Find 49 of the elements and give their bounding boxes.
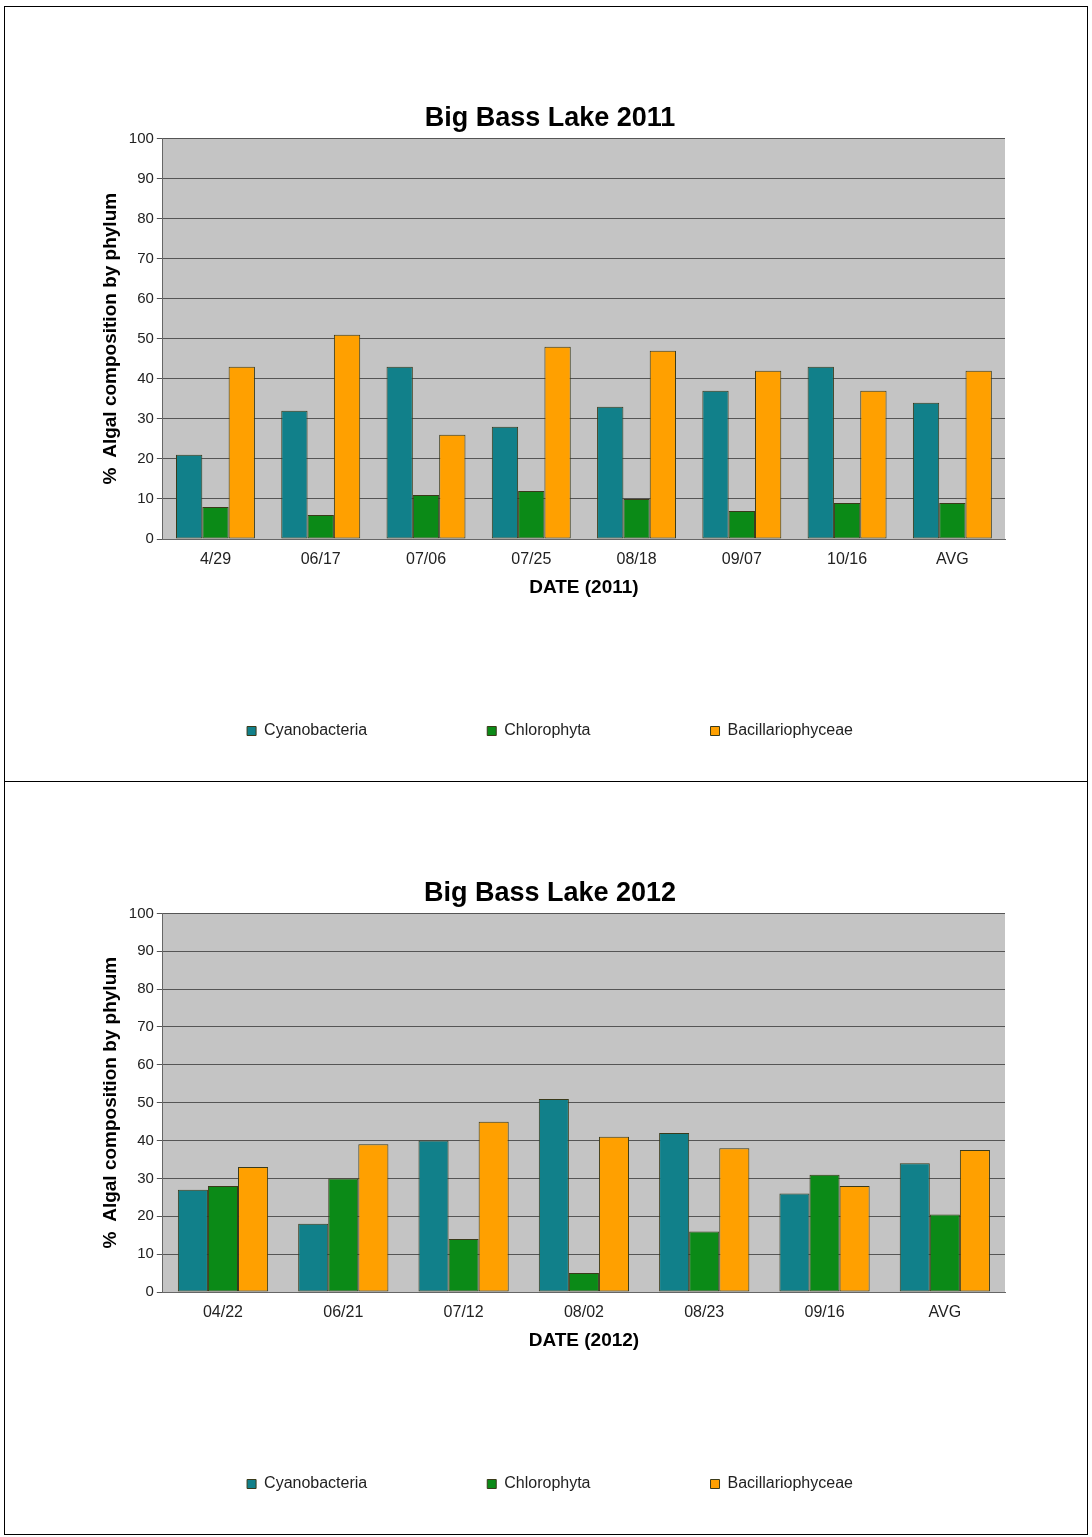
x-axis-title: DATE (2012) (528, 1328, 640, 1350)
y-tick-label: 80 (137, 979, 154, 997)
legend-label: Cyanobacteria (264, 1474, 368, 1492)
y-tick-label: 20 (137, 1206, 154, 1224)
y-axis-title: % Algal composition by phylum (98, 956, 120, 1249)
y-tick-label: 0 (145, 1282, 154, 1300)
legend-label: Cyanobacteria (264, 721, 368, 739)
y-tick-label: 10 (137, 489, 154, 507)
y-tick-label: 70 (137, 1017, 154, 1035)
x-tick-label: 06/17 (300, 550, 341, 568)
x-tick-label: 10/16 (827, 550, 868, 568)
y-tick-label: 80 (137, 208, 154, 226)
x-tick-label: 07/25 (511, 550, 552, 568)
x-tick-label: 07/06 (405, 550, 447, 568)
y-tick-label: 50 (137, 1092, 154, 1110)
x-tick-label: 4/29 (199, 550, 232, 568)
y-tick-label: 100 (128, 128, 154, 146)
legend-label: Bacillariophyceae (727, 721, 854, 739)
x-tick-label: 04/22 (202, 1303, 244, 1321)
y-tick-label: 10 (137, 1244, 154, 1262)
x-tick-label: 08/18 (616, 550, 657, 568)
x-tick-label: 09/07 (721, 550, 762, 568)
y-tick-label: 60 (137, 288, 154, 306)
x-tick-label: AVG (936, 550, 969, 568)
y-tick-label: 60 (137, 1054, 154, 1072)
x-tick-label: 08/23 (684, 1303, 725, 1321)
y-tick-label: 70 (137, 248, 154, 266)
y-tick-label: 30 (137, 408, 154, 426)
chart-title: Big Bass Lake 2012 (423, 876, 677, 907)
x-tick-label: AVG (928, 1303, 962, 1321)
y-tick-label: 50 (137, 328, 154, 346)
y-axis-title: % Algal composition by phylum (98, 192, 120, 485)
y-tick-label: 90 (137, 941, 154, 959)
y-tick-label: 40 (137, 1130, 154, 1148)
legend-label: Chlorophyta (504, 721, 591, 739)
x-axis-title: DATE (2011) (529, 575, 639, 597)
x-tick-label: 08/02 (563, 1303, 605, 1321)
y-tick-label: 40 (137, 368, 154, 386)
chart-title: Big Bass Lake 2011 (424, 101, 676, 132)
x-tick-label: 06/21 (323, 1303, 364, 1321)
legend-label: Bacillariophyceae (727, 1474, 854, 1492)
y-tick-label: 20 (137, 449, 154, 467)
x-tick-label: 07/12 (443, 1303, 484, 1321)
y-tick-label: 100 (128, 903, 154, 921)
legend-label: Chlorophyta (504, 1474, 591, 1492)
y-tick-label: 0 (145, 529, 154, 547)
y-tick-label: 30 (137, 1168, 154, 1186)
x-tick-label: 09/16 (804, 1303, 845, 1321)
y-tick-label: 90 (137, 168, 154, 186)
